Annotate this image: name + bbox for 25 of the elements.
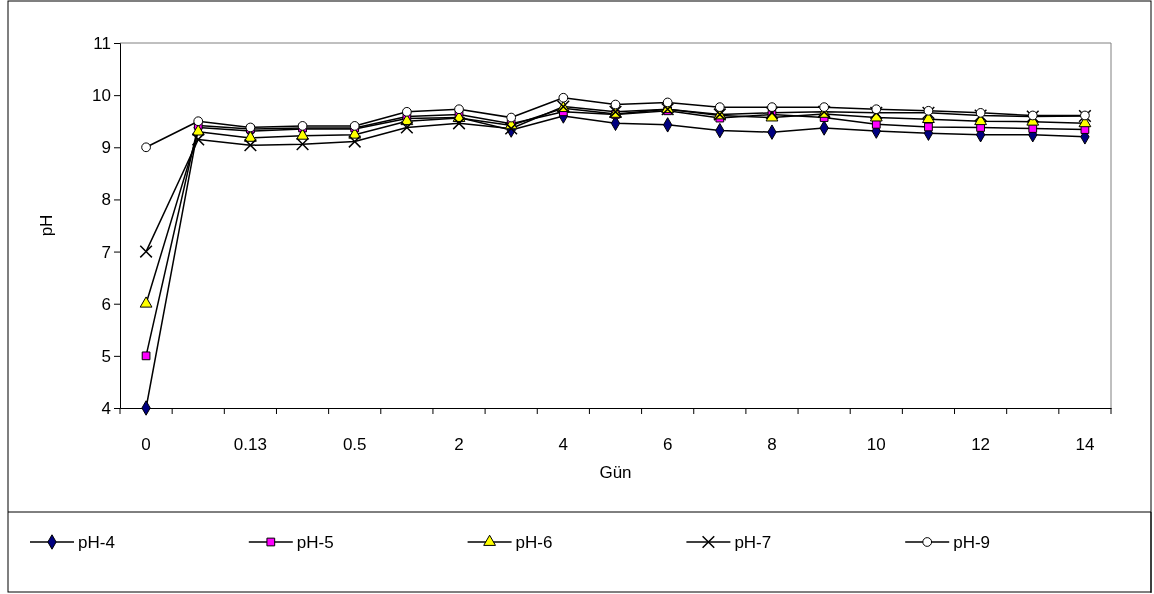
y-tick-label: 11 [93, 33, 111, 53]
y-axis-title: pH [37, 214, 56, 237]
legend-label: pH-7 [734, 533, 772, 552]
legend-label: pH-4 [78, 533, 115, 552]
y-tick-label: 4 [101, 398, 111, 418]
x-tick-label: 8 [767, 435, 777, 455]
x-tick-label: 12 [971, 435, 991, 455]
legend-label: pH-5 [296, 533, 334, 552]
y-tick-label: 8 [101, 190, 111, 210]
x-tick-label: 6 [662, 435, 673, 455]
x-tick-label: 0 [141, 435, 151, 455]
x-axis-title: Gün [599, 463, 632, 482]
y-tick-label: 7 [101, 242, 111, 262]
y-tick-label: 10 [92, 86, 111, 106]
x-tick-label: 0.13 [233, 435, 267, 455]
x-tick-label: 10 [866, 435, 886, 455]
y-tick-label: 5 [101, 346, 111, 366]
y-tick-label: 6 [101, 294, 111, 314]
y-tick-label: 9 [101, 138, 111, 158]
legend-label: pH-6 [515, 533, 553, 552]
x-tick-label: 14 [1075, 435, 1095, 455]
x-tick-label: 0.5 [342, 435, 367, 455]
x-tick-label: 2 [454, 435, 464, 455]
legend-label: pH-9 [953, 533, 991, 552]
x-tick-label: 4 [558, 435, 569, 455]
